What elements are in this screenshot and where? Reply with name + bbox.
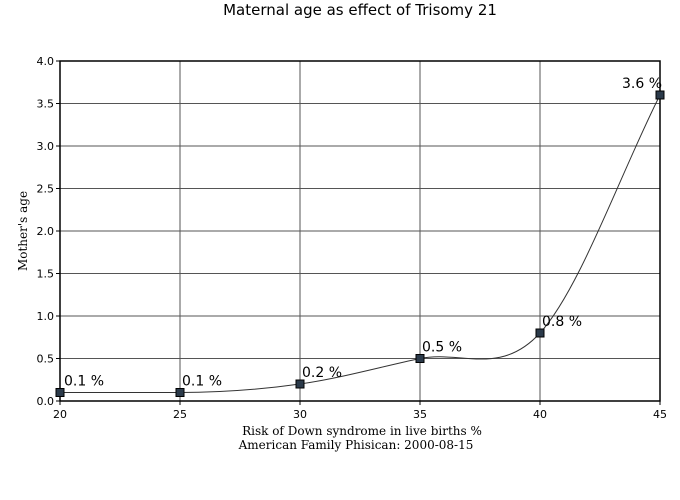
x-tick-label: 30 <box>293 408 307 421</box>
x-axis-label: Risk of Down syndrome in live births % <box>242 424 482 438</box>
data-point <box>175 388 185 397</box>
data-label: 0.8 % <box>542 314 582 330</box>
grid <box>59 60 661 402</box>
x-axis-ticks: 20 25 30 35 40 45 <box>53 401 667 421</box>
y-tick-label: 4.0 <box>37 55 55 68</box>
y-axis-label: Mother's age <box>16 191 30 271</box>
x-tick-label: 40 <box>533 408 547 421</box>
data-label: 3.6 % <box>622 76 662 92</box>
source-note: American Family Phisican: 2000-08-15 <box>238 438 474 452</box>
data-point <box>295 379 305 389</box>
data-point <box>535 328 545 338</box>
y-tick-label: 1.0 <box>37 310 55 323</box>
data-label: 0.2 % <box>302 365 342 381</box>
x-tick-label: 35 <box>413 408 427 421</box>
y-tick-label: 3.0 <box>37 140 55 153</box>
y-tick-label: 1.5 <box>37 268 55 281</box>
series-line <box>59 94 661 393</box>
x-tick-label: 45 <box>653 408 667 421</box>
data-point <box>655 90 665 100</box>
y-axis-ticks: 0.0 0.5 1.0 1.5 2.0 2.5 3.0 3.5 4.0 <box>37 55 60 408</box>
data-label: 0.1 % <box>182 374 222 390</box>
x-tick-label: 25 <box>173 408 187 421</box>
y-tick-label: 3.5 <box>37 98 55 111</box>
data-label: 0.5 % <box>422 340 462 356</box>
y-tick-label: 0.5 <box>37 353 55 366</box>
data-markers <box>55 90 665 397</box>
data-point <box>55 388 65 397</box>
y-tick-label: 0.0 <box>37 395 55 408</box>
data-point <box>415 354 425 363</box>
x-tick-label: 20 <box>53 408 67 421</box>
y-tick-label: 2.5 <box>37 183 55 196</box>
chart-title: Maternal age as effect of Trisomy 21 <box>223 1 497 19</box>
data-label: 0.1 % <box>64 374 104 390</box>
y-tick-label: 2.0 <box>37 225 55 238</box>
data-labels: 0.1 % 0.1 % 0.2 % 0.5 % 0.8 % 3.6 % <box>64 76 662 390</box>
